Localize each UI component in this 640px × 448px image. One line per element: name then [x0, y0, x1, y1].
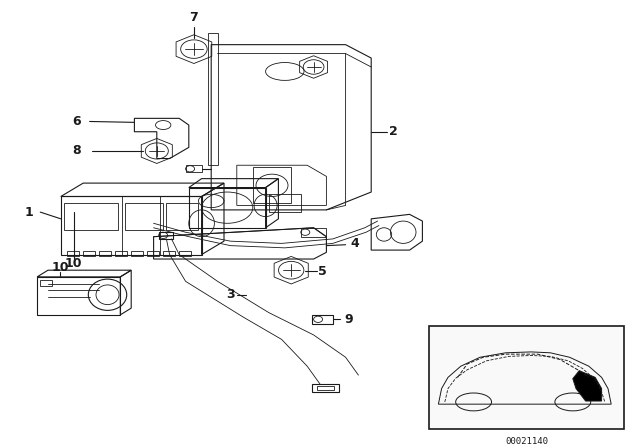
Text: 9: 9	[344, 313, 353, 326]
Text: 00021140: 00021140	[505, 437, 548, 446]
Bar	[37, 277, 120, 315]
Bar	[429, 326, 624, 429]
Bar	[166, 203, 198, 230]
Text: 5: 5	[317, 265, 326, 278]
Bar	[131, 251, 143, 256]
Text: 3: 3	[226, 288, 235, 301]
Bar	[83, 251, 95, 256]
Bar	[61, 197, 202, 254]
Text: 2: 2	[389, 125, 398, 138]
Bar	[125, 203, 163, 230]
Bar	[115, 251, 127, 256]
Bar	[189, 188, 266, 228]
Text: 6: 6	[72, 115, 81, 128]
Text: 7: 7	[189, 11, 198, 24]
Bar	[67, 251, 79, 256]
Bar	[99, 251, 111, 256]
Text: 10: 10	[51, 262, 69, 275]
Bar	[147, 251, 159, 256]
Text: 1: 1	[24, 206, 33, 219]
Text: 4: 4	[351, 237, 360, 250]
Polygon shape	[573, 370, 602, 401]
Bar	[317, 386, 334, 390]
Bar	[269, 194, 301, 212]
Bar	[179, 251, 191, 256]
Bar	[40, 280, 52, 286]
Text: 8: 8	[72, 144, 81, 157]
Bar	[64, 203, 118, 230]
Text: 10: 10	[65, 257, 83, 270]
Bar	[163, 251, 175, 256]
